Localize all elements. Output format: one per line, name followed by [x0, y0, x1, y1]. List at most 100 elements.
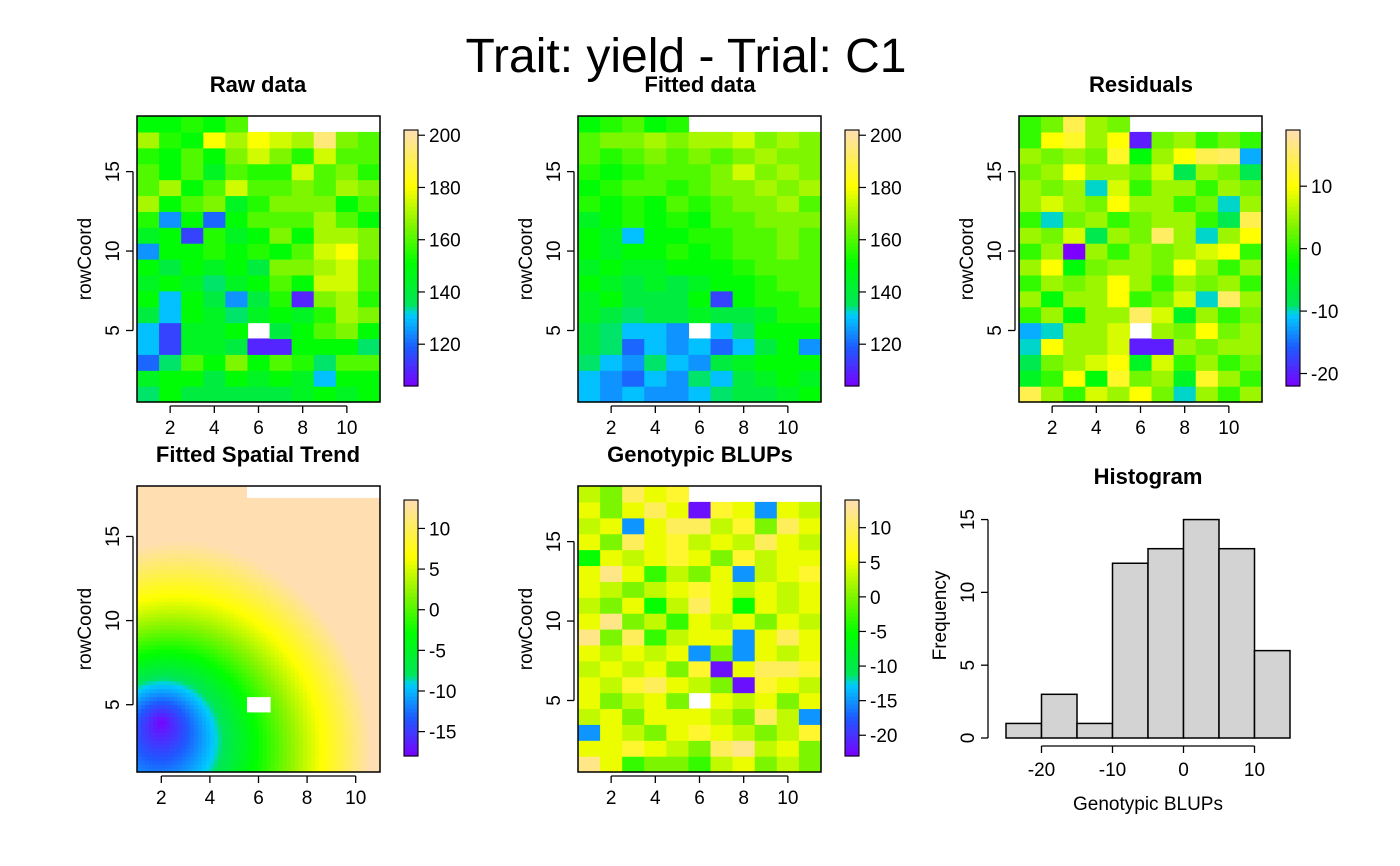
- surface-cell: [363, 680, 369, 686]
- surface-cell: [335, 728, 341, 733]
- surface-cell: [274, 760, 280, 765]
- surface-cell: [234, 664, 239, 670]
- surface-cell: [258, 597, 264, 602]
- surface-cell: [294, 736, 300, 741]
- colorbar-swatch: [1286, 258, 1300, 263]
- surface-cell: [157, 648, 162, 654]
- surface-cell: [213, 652, 219, 658]
- surface-cell: [339, 529, 345, 535]
- surface-cell: [351, 585, 357, 590]
- colorbar-tick-label: 10: [1311, 177, 1332, 198]
- surface-cell: [290, 688, 296, 694]
- surface-cell: [274, 752, 280, 757]
- surface-cell: [185, 740, 191, 745]
- colorbar-swatch: [1286, 298, 1300, 303]
- plot-frame: [136, 115, 381, 403]
- surface-cell: [262, 760, 268, 765]
- surface-cell: [307, 497, 312, 503]
- heatmap-cell: [137, 322, 160, 340]
- surface-cell: [213, 672, 219, 678]
- surface-cell: [197, 549, 203, 555]
- surface-cell: [145, 636, 150, 642]
- surface-cell: [173, 625, 179, 630]
- surface-cell: [290, 557, 296, 563]
- surface-cell: [149, 712, 154, 717]
- heatmap-cell: [1041, 195, 1064, 212]
- surface-cell: [274, 688, 280, 694]
- surface-cell: [197, 728, 203, 733]
- surface-cell: [335, 632, 341, 638]
- colorbar-swatch: [1286, 198, 1300, 203]
- surface-cell: [343, 549, 349, 555]
- surface-cell: [238, 601, 243, 606]
- surface-cell: [331, 704, 337, 710]
- surface-cell: [205, 700, 211, 706]
- surface-cell: [213, 521, 219, 527]
- surface-cell: [319, 505, 324, 511]
- surface-cell: [157, 486, 162, 491]
- colorbar-swatch: [1286, 134, 1300, 139]
- surface-cell: [222, 680, 227, 686]
- colorbar-swatch: [845, 178, 859, 183]
- surface-cell: [266, 640, 272, 646]
- heatmap-cell: [688, 163, 712, 181]
- surface-cell: [177, 732, 183, 737]
- surface-cell: [335, 597, 341, 602]
- surface-cell: [331, 768, 337, 773]
- surface-cell: [189, 513, 195, 519]
- surface-cell: [347, 664, 353, 670]
- surface-cell: [367, 517, 373, 523]
- colorbar-swatch: [404, 234, 418, 239]
- surface-cell: [197, 632, 203, 638]
- surface-cell: [226, 700, 231, 706]
- heatmap-cell: [159, 195, 182, 212]
- surface-cell: [282, 648, 288, 654]
- heatmap-cell: [357, 147, 381, 165]
- heatmap-cell: [247, 211, 271, 228]
- surface-cell: [213, 736, 219, 741]
- surface-cell: [303, 597, 308, 602]
- surface-cell: [311, 760, 316, 765]
- surface-cell: [230, 672, 235, 678]
- surface-cell: [185, 640, 191, 646]
- surface-cell: [323, 636, 328, 642]
- surface-cell: [201, 708, 207, 714]
- surface-cell: [201, 617, 207, 622]
- surface-cell: [274, 629, 280, 634]
- surface-cell: [222, 497, 227, 503]
- colorbar-swatch: [1286, 270, 1300, 275]
- surface-cell: [169, 672, 175, 678]
- heatmap-cell: [159, 147, 182, 165]
- surface-cell: [189, 712, 195, 717]
- surface-cell: [270, 684, 276, 690]
- heatmap-cell: [181, 370, 204, 387]
- surface-cell: [209, 696, 215, 702]
- heatmap-cell: [732, 195, 756, 212]
- heatmap-cell: [688, 259, 712, 276]
- heatmap-cell: [1085, 243, 1108, 260]
- surface-cell: [161, 537, 166, 543]
- heatmap-cell: [798, 131, 822, 149]
- surface-cell: [149, 561, 154, 567]
- surface-cell: [193, 549, 199, 555]
- surface-cell: [351, 656, 357, 662]
- surface-cell: [311, 632, 316, 638]
- surface-cell: [315, 621, 320, 626]
- surface-cell: [274, 537, 280, 543]
- surface-cell: [246, 617, 251, 622]
- surface-cell: [169, 493, 175, 499]
- surface-cell: [294, 625, 300, 630]
- surface-cell: [351, 760, 357, 765]
- surface-cell: [230, 700, 235, 706]
- surface-cell: [201, 529, 207, 535]
- heatmap-cell: [710, 195, 734, 212]
- surface-cell: [205, 501, 211, 507]
- surface-cell: [278, 533, 284, 539]
- surface-cell: [270, 636, 276, 642]
- surface-cell: [299, 744, 304, 749]
- surface-cell: [209, 593, 215, 598]
- heatmap-cell: [1063, 322, 1086, 340]
- surface-cell: [242, 760, 247, 765]
- heatmap-cell: [225, 274, 249, 292]
- colorbar-swatch: [1286, 162, 1300, 167]
